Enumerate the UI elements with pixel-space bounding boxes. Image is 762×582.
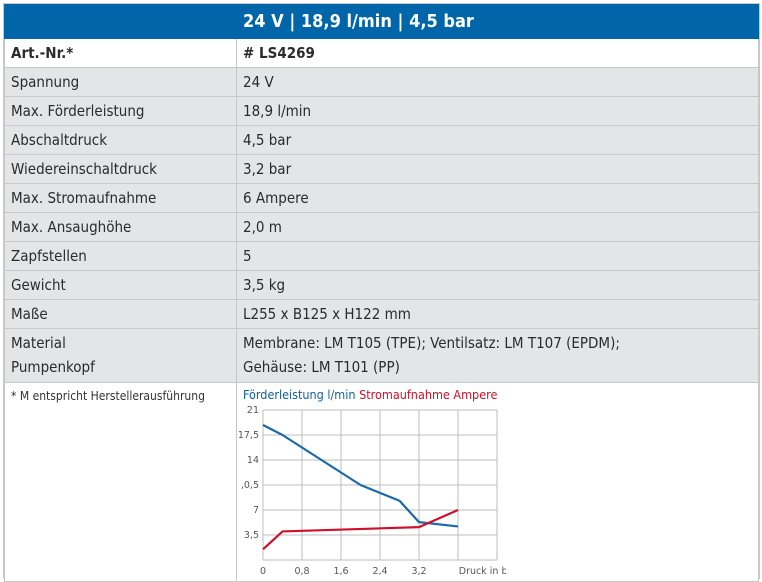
spec-value: 2,0 m [236, 212, 759, 242]
article-label: Art.-Nr.* [4, 38, 237, 68]
series-line-flow [262, 424, 459, 528]
spec-label: Max. Stromaufnahme [4, 183, 237, 213]
spec-table: 24 V | 18,9 l/min | 4,5 bar Art.-Nr.* # … [4, 4, 759, 582]
header-row: 24 V | 18,9 l/min | 4,5 bar [4, 4, 759, 39]
material-label-line2: Pumpenkopf [11, 358, 95, 376]
spec-row: Wiedereinschaltdruck 3,2 bar [4, 154, 759, 184]
material-value: Membrane: LM T105 (TPE); Ventilsatz: LM … [236, 328, 759, 383]
x-tick-label: 1,6 [333, 566, 348, 577]
article-number: # LS4269 [236, 38, 759, 68]
spec-row: Max. Ansaughöhe 2,0 m [4, 212, 759, 242]
material-value-line1: Membrane: LM T105 (TPE); Ventilsatz: LM … [243, 334, 620, 352]
spec-row: Max. Förderleistung 18,9 l/min [4, 96, 759, 126]
y-tick-label: 21 [247, 405, 259, 416]
spec-row: Zapfstellen 5 [4, 241, 759, 271]
spec-value: 3,2 bar [236, 154, 759, 184]
spec-value: 5 [236, 241, 759, 271]
spec-sheet: 24 V | 18,9 l/min | 4,5 bar Art.-Nr.* # … [3, 3, 760, 582]
footnote-cell: * M entspricht Herstellerausführung [4, 382, 237, 582]
pump-performance-chart: 3,5 7 ,0,5 14 17,5 21 0 0,8 1,6 2,4 3,2 Druck in ba… [238, 405, 506, 577]
spec-label: Zapfstellen [4, 241, 237, 271]
material-value-line2: Gehäuse: LM T101 (PP) [243, 358, 400, 376]
spec-label: Wiedereinschaltdruck [4, 154, 237, 184]
article-row: Art.-Nr.* # LS4269 [4, 38, 759, 68]
x-tick-label: 3,2 [411, 566, 426, 577]
spec-row: Abschaltdruck 4,5 bar [4, 125, 759, 155]
y-tick-label: 7 [253, 505, 259, 516]
spec-value: 4,5 bar [236, 125, 759, 155]
spec-value: 24 V [236, 67, 759, 97]
material-row: Material Pumpenkopf Membrane: LM T105 (T… [4, 328, 759, 383]
material-label: Material Pumpenkopf [4, 328, 237, 383]
series-line-current [262, 508, 459, 551]
legend-current: Stromaufnahme Ampere [359, 387, 498, 402]
spec-row: Max. Stromaufnahme 6 Ampere [4, 183, 759, 213]
x-axis-label: Druck in bar [459, 566, 506, 577]
y-tick-label: 14 [247, 455, 259, 466]
x-tick-label: 0,8 [294, 566, 309, 577]
spec-value: 3,5 kg [236, 270, 759, 300]
spec-value: 6 Ampere [236, 183, 759, 213]
y-tick-label: 3,5 [244, 530, 259, 541]
x-tick-label: 0 [260, 566, 266, 577]
chart-legend: Förderleistung l/min Stromaufnahme Amper… [243, 383, 752, 403]
spec-label: Max. Förderleistung [4, 96, 237, 126]
spec-label: Max. Ansaughöhe [4, 212, 237, 242]
material-label-line1: Material [11, 334, 66, 352]
y-tick-label: ,0,5 [241, 480, 259, 491]
spec-label: Spannung [4, 67, 237, 97]
header-title: 24 V | 18,9 l/min | 4,5 bar [236, 4, 759, 39]
x-tick-label: 2,4 [372, 566, 387, 577]
footnote: * M entspricht Herstellerausführung [11, 389, 205, 403]
spec-label: Gewicht [4, 270, 237, 300]
spec-row: Maße L255 x B125 x H122 mm [4, 299, 759, 329]
header-empty-cell [4, 4, 237, 39]
spec-row: Gewicht 3,5 kg [4, 270, 759, 300]
spec-value: L255 x B125 x H122 mm [236, 299, 759, 329]
spec-label: Maße [4, 299, 237, 329]
spec-label: Abschaltdruck [4, 125, 237, 155]
spec-row: Spannung 24 V [4, 67, 759, 97]
legend-flow: Förderleistung l/min [243, 387, 356, 402]
spec-value: 18,9 l/min [236, 96, 759, 126]
y-tick-label: 17,5 [238, 430, 259, 441]
